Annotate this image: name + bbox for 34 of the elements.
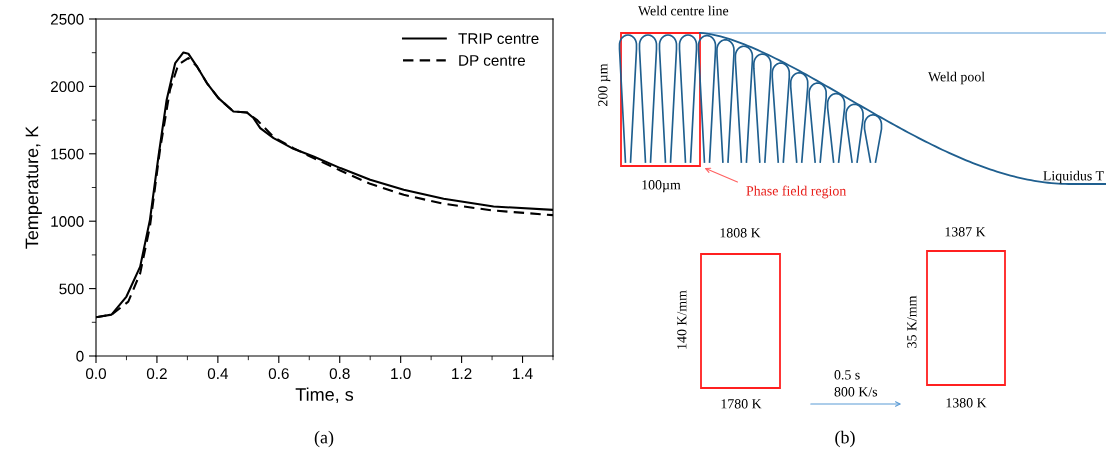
- text: 1380 K: [946, 398, 987, 408]
- x-tick-label: 1.2: [452, 368, 472, 379]
- x-tick-label: 0.2: [146, 368, 167, 380]
- text: 1808 K: [720, 228, 761, 238]
- y-tick-label: 0: [76, 350, 84, 362]
- legend-label: TRIP centre: [458, 33, 539, 44]
- text: (a): [314, 430, 334, 448]
- text: (b): [835, 430, 855, 448]
- text: Phase field region: [746, 185, 847, 199]
- text: Liquidus T: [1043, 170, 1104, 184]
- y-tick-label: 1500: [51, 148, 84, 160]
- legend-label: DP centre: [459, 55, 525, 66]
- y-tick-label: 2000: [50, 81, 84, 93]
- x-tick-label: 0.8: [329, 368, 350, 380]
- text: 1780 K: [721, 399, 762, 409]
- text: 1387 K: [945, 227, 986, 237]
- x-tick-label: 0.6: [268, 368, 289, 380]
- y-tick-label: 2500: [50, 13, 84, 25]
- text: 800 K/s: [834, 387, 878, 397]
- text: 0.5 s: [834, 370, 860, 380]
- text: Weld centre line: [638, 5, 729, 16]
- y-axis-title: Temperature, K: [25, 125, 42, 249]
- x-tick-label: 0.0: [85, 368, 107, 380]
- y-tick-label: 500: [59, 283, 84, 295]
- text: 100µm: [642, 180, 681, 193]
- text: 200 µm: [598, 63, 611, 106]
- text: Weld pool: [928, 71, 985, 85]
- text: 35 K/mm: [907, 295, 917, 348]
- y-tick-label: 1000: [51, 216, 84, 227]
- x-tick-label: 0.4: [207, 368, 229, 380]
- x-tick-label: 1.4: [513, 368, 533, 379]
- x-axis-title: Time, s: [295, 387, 354, 403]
- text: 140 K/mm: [677, 290, 687, 349]
- x-tick-label: 1.0: [391, 368, 411, 380]
